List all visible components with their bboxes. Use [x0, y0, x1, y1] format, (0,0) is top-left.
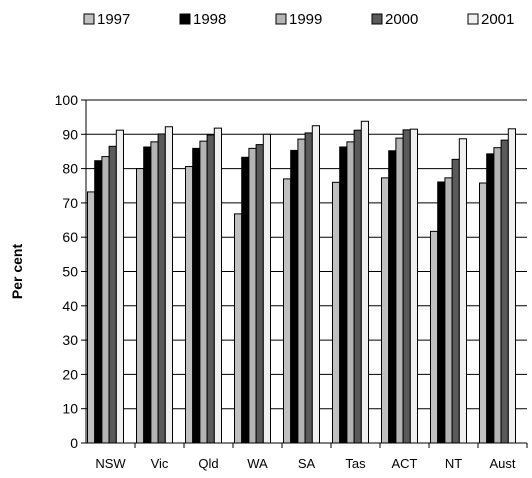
- bar-vic-1998: [143, 146, 152, 444]
- bar-qld-2001: [213, 127, 223, 444]
- bar-nt-2000: [451, 158, 460, 444]
- bar-nsw-1999: [101, 156, 110, 444]
- legend-swatch-1999: [275, 13, 287, 25]
- bar-nsw-1997: [87, 191, 96, 444]
- bar-wa-2001: [262, 133, 271, 444]
- bar-aust-1998: [486, 153, 495, 444]
- legend-label-2000: 2000: [385, 11, 418, 28]
- bar-tas-2000: [353, 129, 362, 444]
- bar-aust-2000: [500, 139, 509, 444]
- bar-nsw-1998: [94, 160, 103, 444]
- bar-vic-2000: [157, 133, 166, 444]
- bar-wa-1999: [248, 147, 257, 444]
- bar-sa-1997: [283, 178, 292, 444]
- bar-nt-1997: [430, 230, 439, 444]
- bar-tas-1998: [339, 146, 348, 444]
- y-tick-label: 100: [55, 92, 79, 108]
- bar-vic-1997: [136, 168, 145, 444]
- x-tick-label: NT: [445, 456, 462, 471]
- bar-nt-2001: [458, 138, 467, 444]
- legend-label-1998: 1998: [193, 11, 226, 28]
- legend-label-2001: 2001: [481, 11, 514, 28]
- bar-qld-2000: [206, 134, 215, 444]
- bar-vic-2001: [164, 126, 174, 444]
- legend-swatch-1997: [83, 13, 95, 25]
- legend-swatch-2001: [467, 13, 479, 25]
- bar-wa-1997: [234, 213, 243, 444]
- bar-nsw-2001: [115, 129, 125, 444]
- bar-qld-1999: [199, 140, 208, 444]
- x-tick-label: SA: [298, 456, 316, 471]
- bar-sa-1999: [297, 138, 306, 444]
- bar-sa-1998: [290, 149, 299, 444]
- x-tick-label: WA: [247, 456, 268, 471]
- x-tick-label: ACT: [392, 456, 418, 471]
- bar-vic-1999: [150, 141, 159, 444]
- y-tick-label: 30: [62, 332, 78, 348]
- y-tick-label: 20: [62, 366, 78, 382]
- bar-tas-2001: [360, 120, 369, 444]
- bar-nt-1998: [437, 181, 446, 444]
- y-tick-label: 90: [62, 126, 78, 142]
- bar-act-1998: [388, 150, 397, 444]
- x-tick-label: NSW: [95, 456, 126, 471]
- bar-qld-1998: [192, 147, 201, 444]
- bar-act-2000: [402, 129, 411, 444]
- axis-labels: 0 10 20 30 40 50 60 70 80 90 100 NSW Vic Qld WA SA Tas AC…: [9, 92, 516, 471]
- axes: [81, 99, 528, 448]
- bars: [87, 120, 516, 444]
- y-tick-label: 80: [62, 161, 78, 177]
- bar-wa-2000: [255, 144, 264, 444]
- bar-aust-1997: [479, 182, 488, 444]
- legend-swatch-2000: [371, 13, 383, 25]
- y-tick-label: 60: [62, 229, 78, 245]
- bar-aust-1999: [493, 147, 502, 444]
- bar-sa-2001: [311, 125, 320, 444]
- x-tick-label: Aust: [489, 456, 515, 471]
- legend-swatch-1998: [179, 13, 191, 25]
- y-tick-label: 70: [62, 195, 78, 211]
- legend: 1997 1998 1999 2000 2001: [83, 11, 514, 28]
- bar-aust-2001: [507, 128, 516, 444]
- y-tick-label: 10: [62, 401, 78, 417]
- x-tick-label: Vic: [151, 456, 169, 471]
- y-axis-label: Per cent: [9, 244, 25, 300]
- legend-label-1997: 1997: [97, 11, 130, 28]
- bar-tas-1999: [346, 141, 355, 444]
- x-tick-label: Tas: [345, 456, 366, 471]
- bar-tas-1997: [332, 181, 341, 444]
- bar-qld-1997: [185, 166, 194, 444]
- y-tick-label: 50: [62, 264, 78, 280]
- y-tick-label: 0: [70, 435, 78, 451]
- x-tick-label: Qld: [198, 456, 218, 471]
- bar-nsw-2000: [108, 145, 117, 444]
- bar-sa-2000: [304, 132, 313, 444]
- bar-act-2001: [409, 128, 418, 444]
- bar-nt-1999: [444, 177, 453, 444]
- legend-label-1999: 1999: [289, 11, 322, 28]
- bar-act-1997: [381, 177, 390, 444]
- bar-act-1999: [395, 137, 404, 444]
- bar-wa-1998: [241, 156, 250, 444]
- y-tick-label: 40: [62, 298, 78, 314]
